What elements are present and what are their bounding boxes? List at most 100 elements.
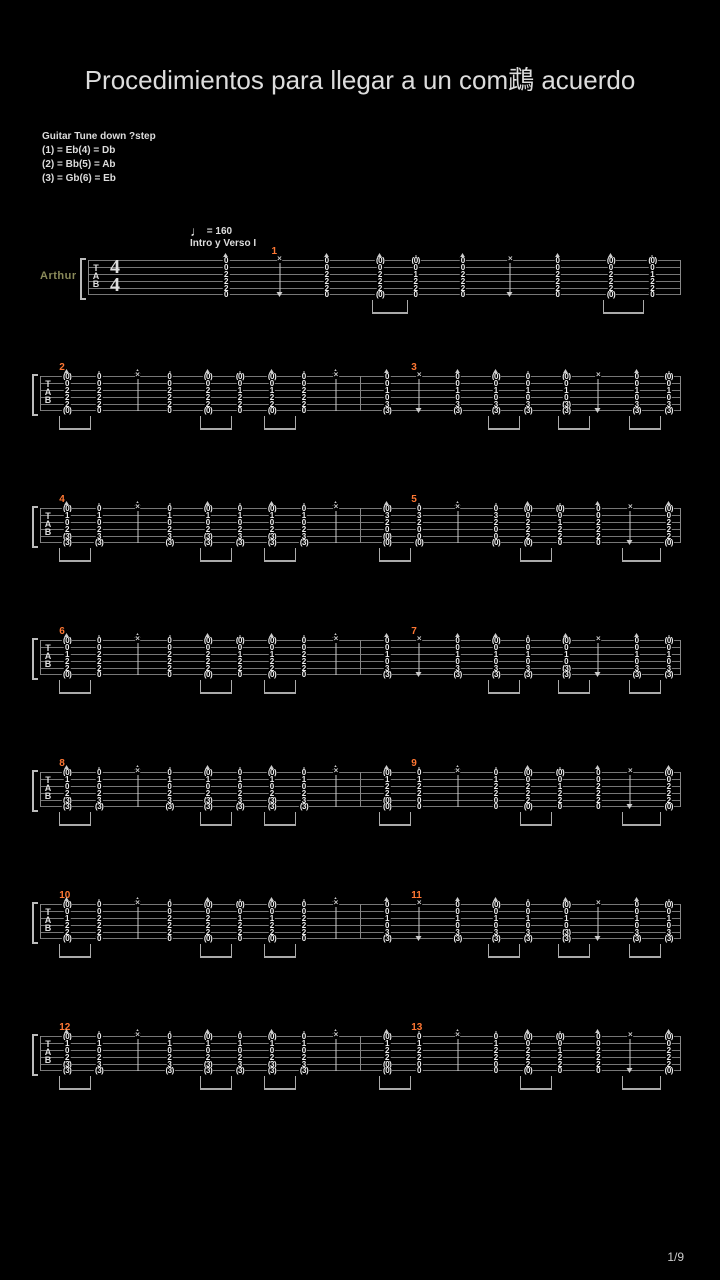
mute-x-icon: × [455,767,461,775]
note-stem [558,680,559,692]
beam-bar [520,1088,552,1090]
note-stem [379,548,380,560]
fret-number: 0 [555,291,561,298]
note-stem [558,944,559,956]
barline [680,508,681,543]
measure-number: 9 [411,758,417,769]
note-stem [589,944,590,956]
fret-number: (0) [491,539,501,546]
tab-clef: TAB [90,264,104,288]
note-stem [551,548,552,560]
fret-number: (0) [382,539,392,546]
beam-bar [200,692,232,694]
beam-bar [59,1088,91,1090]
beam-group [379,812,411,826]
barline [40,508,41,543]
beam-group [520,1076,552,1090]
fret-number: (3) [491,671,501,678]
fret-number: (3) [164,803,174,810]
beam-bar [488,428,520,430]
beam-group [264,416,296,430]
staff-line [88,288,680,289]
barline [360,376,361,411]
tab-system: TAB1213(0)102(3)(3)01023(3)×01023(3)(0)1… [40,1036,680,1070]
beam-bar [622,560,660,562]
fret-number: (3) [523,407,533,414]
note-stem [410,812,411,824]
tab-system: TAB89(0)102(3)(3)01023(3)×01023(3)(0)102… [40,772,680,806]
fret-number: (3) [235,539,245,546]
fret-number: 0 [301,671,307,678]
note-stem [629,680,630,692]
beam-group [200,548,232,562]
beam-bar [558,428,590,430]
beam-bar [379,824,411,826]
beam-bar [629,692,661,694]
fret-number: (0) [414,539,424,546]
beam-group [379,1076,411,1090]
beam-bar [59,560,91,562]
note-stem [520,1076,521,1088]
mute-x-icon: × [628,503,634,511]
mute-x-icon: × [596,371,602,379]
fret-number: (3) [561,935,571,942]
note-stem [551,812,552,824]
fret-number: (0) [62,407,72,414]
system-bracket [32,506,38,548]
note-stem [264,680,265,692]
fret-number: 0 [237,671,243,678]
fret-number: (3) [267,539,277,546]
tab-clef: TAB [42,908,56,932]
fret-number: 0 [595,803,601,810]
note-stem [231,1076,232,1088]
note-stem [660,680,661,692]
system-bracket [32,1034,38,1076]
fret-number: (3) [267,1067,277,1074]
note-stem [200,1076,201,1088]
beam-group [558,944,590,958]
fret-number: (3) [235,1067,245,1074]
fret-number: (0) [606,291,616,298]
track-label: Arthur [40,270,77,282]
note-stem [622,548,623,560]
note-stem [264,1076,265,1088]
fret-number: (0) [523,1067,533,1074]
fret-number: (3) [382,671,392,678]
mute-x-icon: × [333,371,339,379]
page: Procedimientos para llegar a un com鵡 acu… [0,0,720,1280]
note-stem [622,1076,623,1088]
note-stem [295,680,296,692]
note-stem [231,548,232,560]
beam-group [558,680,590,694]
beam-bar [520,560,552,562]
note-stem [660,1076,661,1088]
fret-number: (3) [632,935,642,942]
fret-number: (3) [299,539,309,546]
fret-number: 0 [649,291,655,298]
fret-number: (3) [94,539,104,546]
tab-staff: TAB441002220×002220(0)0222(0)(0)01220002… [88,260,680,294]
beam-group [200,416,232,430]
fret-number: (3) [382,935,392,942]
fret-number: (3) [382,407,392,414]
fret-number: 0 [324,291,330,298]
fret-number: 0 [166,671,172,678]
note-stem [90,944,91,956]
beam-bar [200,956,232,958]
beam-bar [264,956,296,958]
note-stem [643,300,644,312]
beam-bar [59,824,91,826]
mute-x-icon: × [333,1031,339,1039]
fret-number: (3) [452,935,462,942]
beam-group [264,548,296,562]
tempo-value: = 160 [207,226,232,237]
tab-clef: TAB [42,776,56,800]
note-stem [519,944,520,956]
beam-bar [59,428,91,430]
beam-group [200,812,232,826]
barline [40,772,41,807]
note-stem [264,548,265,560]
fret-number: (0) [267,935,277,942]
note-stem [295,416,296,428]
fret-number: 0 [96,671,102,678]
